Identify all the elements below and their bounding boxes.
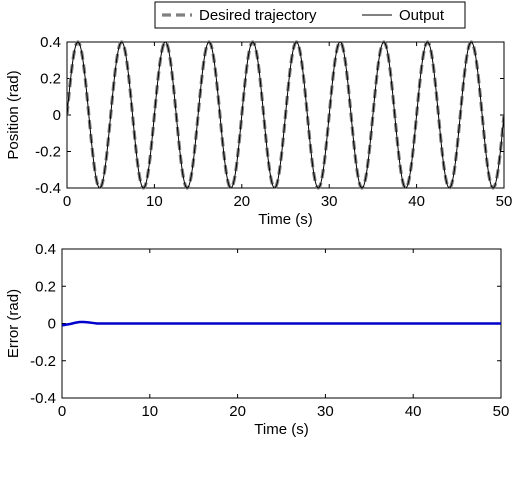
y-tick-label: -0.4 — [30, 390, 56, 407]
y-tick-label: 0.4 — [35, 241, 56, 258]
x-tick-label: 50 — [496, 193, 513, 210]
legend-label: Output — [399, 7, 445, 24]
y-tick-label: 0 — [53, 107, 61, 124]
x-tick-label: 0 — [63, 193, 71, 210]
y-tick-label: 0.2 — [40, 71, 61, 88]
x-tick-label: 30 — [317, 403, 334, 420]
y-tick-label: -0.4 — [35, 180, 61, 197]
x-axis-label: Time (s) — [258, 211, 312, 228]
x-tick-label: 40 — [405, 403, 422, 420]
series-line-output — [67, 41, 504, 189]
y-axis-label: Error (rad) — [5, 289, 22, 358]
legend: Desired trajectory Output — [154, 1, 466, 29]
legend-box — [154, 1, 466, 29]
y-tick-label: 0.2 — [35, 278, 56, 295]
legend-label: Desired trajectory — [199, 7, 317, 24]
x-tick-label: 10 — [146, 193, 163, 210]
y-tick-label: 0 — [48, 316, 56, 333]
series-line-0 — [62, 320, 501, 327]
y-tick-label: 0.4 — [40, 34, 61, 51]
error-plot: 0 10 20 30 40 50 -0.4 -0.2 0 0.2 0.4 Time (s) Error … — [5, 241, 509, 438]
x-tick-label: 50 — [493, 403, 510, 420]
y-tick-label: -0.2 — [30, 353, 56, 370]
position-plot: 0 10 20 30 40 50 -0.4 -0.2 0 0.2 0.4 Time (s) Positi… — [5, 1, 513, 228]
x-tick-label: 0 — [58, 403, 66, 420]
x-tick-label: 20 — [233, 193, 250, 210]
x-tick-label: 30 — [321, 193, 338, 210]
x-tick-label: 40 — [408, 193, 425, 210]
x-axis-label: Time (s) — [254, 421, 308, 438]
y-tick-label: -0.2 — [35, 144, 61, 161]
y-axis-label: Position (rad) — [5, 70, 22, 159]
x-tick-label: 20 — [229, 403, 246, 420]
x-tick-label: 10 — [141, 403, 158, 420]
